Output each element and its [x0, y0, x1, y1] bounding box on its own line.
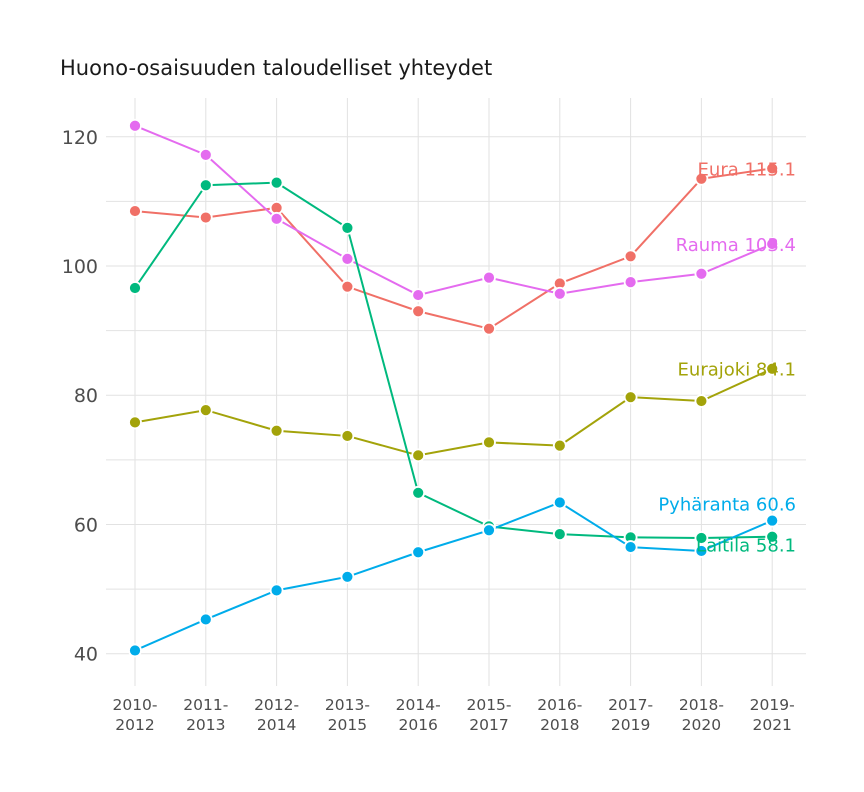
end-label-rauma: Rauma 103.4 — [676, 235, 796, 256]
x-tick-label-line: 2019- — [750, 696, 795, 714]
x-tick-label: 2019- 2021 — [750, 696, 795, 734]
end-label-eurajoki: Eurajoki 84.1 — [678, 360, 796, 381]
x-tick-label-line: 2016 — [398, 716, 437, 734]
data-point-rauma — [482, 270, 496, 285]
data-point-laitila — [128, 281, 142, 295]
data-point-laitila — [411, 485, 426, 500]
data-point-pyh-ranta — [269, 583, 284, 598]
x-tick-label: 2015- 2017 — [466, 696, 511, 734]
data-point-eura — [128, 204, 142, 218]
x-tick-label-line: 2017- — [608, 696, 653, 714]
x-tick-label-line: 2021 — [752, 716, 791, 734]
x-tick-label-line: 2017 — [469, 716, 508, 734]
axis-layer: 4060801001202010-20122011-20132012-20142… — [62, 127, 795, 734]
data-point-eurajoki — [269, 423, 284, 438]
data-point-eura — [340, 279, 355, 294]
data-point-rauma — [269, 211, 284, 226]
x-tick-label-line: 2010- — [112, 696, 157, 714]
data-point-rauma — [765, 237, 780, 251]
data-point-pyh-ranta — [128, 643, 142, 658]
x-tick-label-line: 2015- — [466, 696, 511, 714]
data-point-pyh-ranta — [765, 513, 780, 528]
x-tick-label: 2011- 2013 — [183, 696, 228, 734]
data-point-eura — [198, 210, 213, 225]
data-point-eurajoki — [623, 390, 638, 405]
grid-layer — [106, 98, 806, 686]
x-tick-label: 2016- 2018 — [537, 696, 582, 734]
end-label-pyh-ranta: Pyhäranta 60.6 — [658, 495, 796, 516]
series-layer — [128, 118, 780, 658]
data-point-eurajoki — [694, 394, 709, 408]
series-line-pyh-ranta — [134, 501, 773, 652]
chart-title: Huono-osaisuuden taloudelliset yhteydet — [60, 56, 493, 80]
data-point-eura — [765, 161, 780, 176]
data-point-eurajoki — [411, 448, 426, 463]
data-point-eurajoki — [765, 361, 780, 376]
data-point-rauma — [128, 118, 142, 133]
x-tick-label-line: 2013 — [186, 716, 225, 734]
series-line-laitila — [134, 181, 773, 540]
label-layer: Eura 115.1 Rauma 103.4 Eurajoki 84.1 Laitil… — [658, 159, 796, 556]
x-tick-label: 2012- 2014 — [254, 696, 299, 734]
x-tick-label-line: 2012 — [115, 716, 154, 734]
data-point-rauma — [198, 147, 213, 162]
data-point-eura — [482, 321, 496, 336]
data-point-pyh-ranta — [694, 544, 709, 558]
x-tick-label: 2010- 2012 — [112, 696, 157, 734]
data-point-pyh-ranta — [482, 523, 496, 538]
x-tick-label: 2017- 2019 — [608, 696, 653, 734]
y-tick-label: 60 — [74, 514, 98, 536]
data-point-eurajoki — [340, 429, 355, 443]
x-tick-label-line: 2012- — [254, 696, 299, 714]
data-point-laitila — [269, 175, 284, 190]
data-point-eura — [411, 304, 426, 319]
data-point-eura — [623, 249, 638, 264]
data-point-rauma — [552, 286, 567, 301]
data-point-pyh-ranta — [411, 545, 426, 560]
data-point-rauma — [411, 288, 426, 302]
data-point-eurajoki — [128, 415, 142, 430]
data-point-laitila — [198, 178, 213, 193]
data-point-eurajoki — [552, 438, 567, 453]
data-point-rauma — [694, 266, 709, 281]
y-tick-label: 80 — [74, 385, 98, 407]
x-tick-label-line: 2014- — [396, 696, 441, 714]
x-tick-label-line: 2015 — [328, 716, 367, 734]
data-point-eurajoki — [198, 403, 213, 417]
data-point-rauma — [623, 275, 638, 290]
x-tick-label-line: 2018 — [540, 716, 579, 734]
data-point-laitila — [694, 531, 709, 545]
y-tick-label: 100 — [62, 256, 98, 278]
end-label-laitila: Laitila 58.1 — [696, 536, 796, 557]
data-point-eurajoki — [482, 435, 496, 450]
data-point-pyh-ranta — [198, 612, 213, 627]
series-line-rauma — [134, 124, 773, 297]
y-tick-label: 40 — [74, 644, 98, 666]
x-tick-label-line: 2020 — [682, 716, 721, 734]
data-point-rauma — [340, 251, 355, 266]
x-tick-label: 2013- 2015 — [325, 696, 370, 734]
x-tick-label-line: 2013- — [325, 696, 370, 714]
data-point-pyh-ranta — [340, 569, 355, 584]
x-tick-label-line: 2011- — [183, 696, 228, 714]
y-tick-label: 120 — [62, 127, 98, 149]
data-point-laitila — [765, 529, 780, 544]
data-point-eura — [694, 171, 709, 186]
x-tick-label-line: 2018- — [679, 696, 724, 714]
series-line-eurajoki — [134, 367, 773, 457]
x-tick-label-line: 2019 — [611, 716, 650, 734]
x-tick-label: 2018- 2020 — [679, 696, 724, 734]
end-label-eura: Eura 115.1 — [698, 159, 796, 180]
x-tick-label-line: 2016- — [537, 696, 582, 714]
data-point-laitila — [340, 220, 355, 235]
series-line-eura — [134, 167, 773, 330]
data-point-pyh-ranta — [552, 495, 567, 510]
x-tick-label-line: 2014 — [257, 716, 296, 734]
data-point-pyh-ranta — [623, 540, 638, 554]
x-tick-label: 2014- 2016 — [396, 696, 441, 734]
data-point-laitila — [552, 527, 567, 542]
